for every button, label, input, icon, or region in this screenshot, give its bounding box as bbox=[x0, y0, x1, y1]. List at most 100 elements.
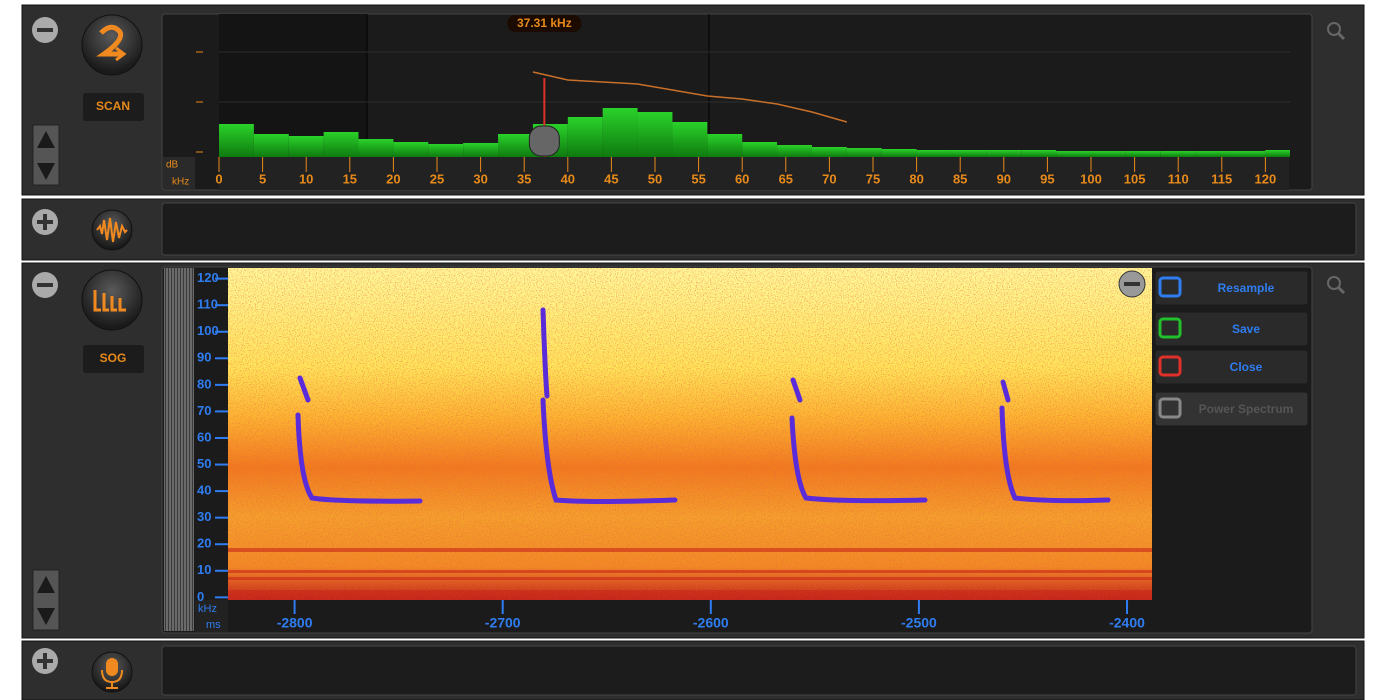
spectrum-bar bbox=[359, 139, 394, 157]
x-tick-label: 75 bbox=[866, 171, 880, 186]
spectrum-bar bbox=[951, 150, 986, 157]
x-tick-label: 85 bbox=[953, 171, 967, 186]
spectrum-bar bbox=[742, 142, 777, 157]
spectrum-bar bbox=[289, 136, 324, 157]
expand-button[interactable] bbox=[32, 648, 58, 674]
y-unit: kHz bbox=[198, 603, 217, 615]
spectrum-bar bbox=[568, 117, 603, 157]
spectrum-bar bbox=[986, 150, 1021, 157]
y-tick-label: 120 bbox=[197, 270, 219, 285]
x-tick-label: 60 bbox=[735, 171, 749, 186]
x-tick-label: 35 bbox=[517, 171, 531, 186]
x-tick-label: 110 bbox=[1168, 171, 1189, 186]
y-tick-label: 80 bbox=[197, 376, 211, 391]
y-unit: dB bbox=[166, 160, 179, 171]
x-tick-label: -2600 bbox=[693, 615, 729, 631]
amplitude-strip bbox=[164, 268, 194, 631]
x-tick-label: 40 bbox=[561, 171, 575, 186]
x-tick-label: 90 bbox=[997, 171, 1011, 186]
y-tick-label: 100 bbox=[197, 323, 219, 338]
spectrum-bar bbox=[254, 134, 289, 157]
y-tick-label: 30 bbox=[197, 509, 211, 524]
spectrum-bar bbox=[603, 108, 638, 157]
x-unit: kHz bbox=[172, 177, 189, 188]
y-tick-label: 70 bbox=[197, 403, 211, 418]
x-tick-label: 5 bbox=[259, 171, 266, 186]
scan-icon[interactable] bbox=[82, 15, 142, 75]
empty-panel bbox=[162, 646, 1356, 695]
x-tick-label: 70 bbox=[822, 171, 836, 186]
app: SCAN SOG dB kHz 0 50 100 0 5 10 15 20 25 30 35 40 45… bbox=[0, 0, 1380, 700]
menu-label: Close bbox=[1230, 360, 1263, 374]
menu-label: Resample bbox=[1218, 281, 1275, 295]
y-tick-label: 90 bbox=[197, 350, 211, 365]
x-tick-label: 15 bbox=[343, 171, 357, 186]
x-tick-label: 100 bbox=[1080, 171, 1102, 186]
move-buttons[interactable] bbox=[33, 125, 59, 185]
x-tick-label: 25 bbox=[430, 171, 444, 186]
y-tick-label: 10 bbox=[197, 562, 211, 577]
cursor-handle[interactable] bbox=[529, 126, 559, 156]
x-tick-label: 30 bbox=[473, 171, 487, 186]
x-tick-label: 55 bbox=[691, 171, 705, 186]
x-tick-label: 65 bbox=[779, 171, 793, 186]
empty-panel bbox=[162, 203, 1356, 255]
waveform-icon[interactable] bbox=[92, 210, 132, 250]
spectrum-bar bbox=[1021, 150, 1056, 157]
menu-label: Save bbox=[1232, 322, 1260, 336]
spectrum-bar bbox=[1196, 151, 1231, 157]
move-buttons[interactable] bbox=[33, 570, 59, 630]
collapse-button[interactable] bbox=[32, 17, 58, 43]
x-tick-label: 95 bbox=[1040, 171, 1054, 186]
spectrum-bar bbox=[1231, 151, 1266, 157]
x-tick-label: 115 bbox=[1211, 171, 1232, 186]
y-tick-label: 0 bbox=[197, 589, 204, 604]
x-tick-label: -2700 bbox=[485, 615, 521, 631]
spectrum-bar bbox=[219, 124, 254, 157]
y-tick-label: 60 bbox=[197, 429, 211, 444]
y-tick-label: 110 bbox=[197, 297, 218, 312]
spectrum-bar bbox=[1126, 151, 1161, 157]
sog-button[interactable]: SOG bbox=[83, 345, 144, 373]
expand-button[interactable] bbox=[32, 209, 58, 235]
spectrum-bar bbox=[1091, 151, 1126, 157]
mic-icon[interactable] bbox=[92, 652, 132, 692]
x-tick-label: 20 bbox=[386, 171, 400, 186]
spectrum-bar bbox=[638, 112, 673, 157]
x-tick-label: -2800 bbox=[277, 615, 313, 631]
spectrum-bar bbox=[847, 148, 882, 157]
spectrum-bar bbox=[428, 144, 463, 157]
spectrum-bar bbox=[672, 122, 707, 157]
spectrum-bar bbox=[324, 132, 359, 157]
cursor-label: 37.31 kHz bbox=[517, 16, 572, 30]
y-tick-label: 20 bbox=[197, 536, 211, 551]
x-tick-label: 10 bbox=[299, 171, 313, 186]
spectrum-bar bbox=[917, 150, 952, 157]
button-label: SCAN bbox=[96, 99, 130, 113]
x-tick-label: 105 bbox=[1124, 171, 1146, 186]
button-label: SOG bbox=[100, 351, 127, 365]
y-tick-label: 40 bbox=[197, 483, 211, 498]
spectrum-bar bbox=[812, 147, 847, 157]
spectrum-bar bbox=[707, 134, 742, 157]
spectrum-bar bbox=[1056, 151, 1091, 157]
scan-button[interactable]: SCAN bbox=[83, 93, 144, 121]
x-tick-label: 120 bbox=[1255, 171, 1277, 186]
x-tick-label: 0 bbox=[215, 171, 222, 186]
x-tick-label: -2500 bbox=[901, 615, 937, 631]
spectrum-bar bbox=[1161, 151, 1196, 157]
spectrum-bar bbox=[498, 134, 533, 157]
spectrum-bar bbox=[882, 149, 917, 157]
spectrum-bar bbox=[463, 143, 498, 157]
x-tick-label: 50 bbox=[648, 171, 662, 186]
spectrum-bar bbox=[777, 145, 812, 157]
x-tick-label: 80 bbox=[909, 171, 923, 186]
y-tick-label: 50 bbox=[197, 456, 211, 471]
sog-icon[interactable] bbox=[82, 270, 142, 330]
x-unit: ms bbox=[206, 619, 221, 631]
spectrum-bar bbox=[393, 142, 428, 157]
collapse-button[interactable] bbox=[32, 272, 58, 298]
close-overlay[interactable] bbox=[1119, 271, 1145, 297]
menu-label: Power Spectrum bbox=[1199, 402, 1294, 416]
x-tick-label: 45 bbox=[604, 171, 618, 186]
